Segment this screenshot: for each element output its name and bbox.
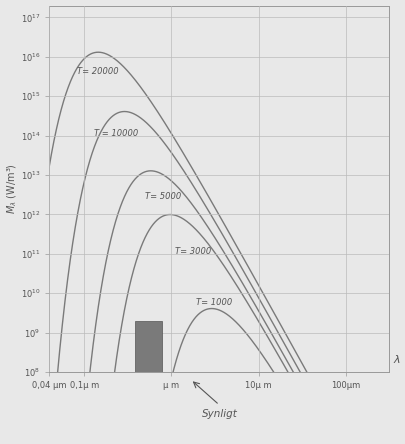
Text: Synligt: Synligt (201, 409, 237, 419)
Text: T= 5000: T= 5000 (144, 192, 181, 201)
Bar (134, 321, 162, 372)
Text: T= 3000: T= 3000 (175, 246, 211, 256)
Text: T = 10000: T = 10000 (94, 129, 138, 139)
Text: $\lambda$: $\lambda$ (392, 353, 400, 365)
Y-axis label: $M_{\lambda}$ (W/m³): $M_{\lambda}$ (W/m³) (6, 163, 19, 214)
Text: T= 20000: T= 20000 (77, 67, 118, 76)
Text: T= 1000: T= 1000 (195, 298, 231, 307)
